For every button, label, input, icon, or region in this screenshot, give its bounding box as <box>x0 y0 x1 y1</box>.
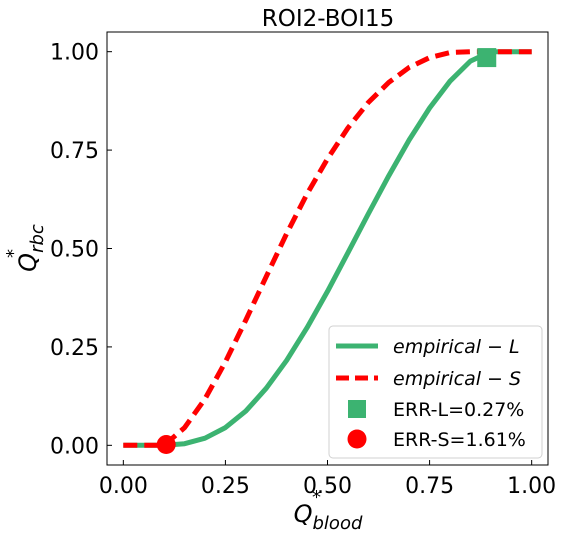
y-axis-label-sup: * <box>3 249 24 258</box>
legend-label-err-l: ERR-L=0.27% <box>393 399 524 421</box>
legend: empirical − L empirical − S ERR-L=0.27% … <box>328 325 543 459</box>
x-axis-label-sup: * <box>312 487 321 508</box>
y-axis-label-group: Qrbc * <box>3 224 48 272</box>
x-axis-label: Qblood <box>294 500 363 534</box>
series-line-empirical-l <box>123 49 532 448</box>
series-layer <box>123 49 532 448</box>
legend-box <box>328 325 543 459</box>
x-tick-label: 0.25 <box>201 474 250 499</box>
y-tick-label: 0.00 <box>50 434 99 459</box>
y-tick-label: 0.25 <box>50 336 99 361</box>
x-axis-label-main: Q <box>294 500 313 528</box>
x-tick-label: 0.50 <box>303 474 352 499</box>
legend-marker-err-s <box>347 429 367 449</box>
y-tick-label: 0.50 <box>50 238 99 263</box>
marker-layer <box>156 48 497 455</box>
x-axis-label-sub: blood <box>313 513 363 534</box>
legend-marker-err-l <box>348 400 366 418</box>
y-tick-label: 1.00 <box>50 41 99 66</box>
marker-err-l <box>477 48 497 68</box>
legend-label-err-s: ERR-S=1.61% <box>393 429 526 451</box>
legend-label-empirical-s: empirical − S <box>393 368 521 390</box>
series-line-empirical-s <box>123 49 532 448</box>
x-tick-label: 0.00 <box>99 474 148 499</box>
legend-label-empirical-l: empirical − L <box>393 336 520 358</box>
marker-err-s <box>156 435 176 455</box>
chart-title: ROI2-BOI15 <box>262 6 395 32</box>
axis-ticks: 0.00 0.25 0.50 0.75 1.00 0.00 0.25 0.50 0.75 1.00 <box>50 41 556 499</box>
y-axis-label-sub: rbc <box>27 224 48 253</box>
x-tick-label: 1.00 <box>507 474 556 499</box>
y-tick-label: 0.75 <box>50 139 99 164</box>
y-axis-label: Qrbc <box>14 224 48 272</box>
y-axis-label-main: Q <box>14 253 42 272</box>
x-tick-label: 0.75 <box>405 474 454 499</box>
